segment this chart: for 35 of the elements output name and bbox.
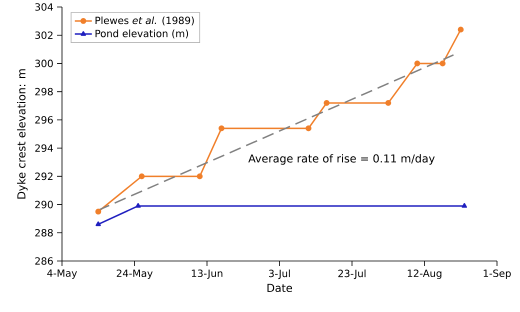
y-axis-title: Dyke crest elevation: m <box>17 69 28 199</box>
point <box>458 26 464 33</box>
x-tick-label: 23-Jul <box>338 269 366 280</box>
point <box>218 125 224 132</box>
y-tick-label: 286 <box>35 257 53 265</box>
x-tick-label: 13-Jun <box>192 269 222 279</box>
point <box>385 100 392 106</box>
point <box>96 221 101 226</box>
annotation: Average rate of rise = 0.11 m/day <box>248 154 435 165</box>
point <box>462 203 468 208</box>
x-tick-label: 1-Sep <box>484 269 511 279</box>
point <box>414 60 420 66</box>
x-tick-label: 4-May <box>47 270 77 279</box>
x-tick-label: 12-Aug <box>408 269 442 279</box>
point <box>135 203 141 208</box>
point <box>306 125 312 132</box>
point <box>95 208 102 215</box>
point <box>324 100 330 106</box>
x-tick-label: 24-May <box>116 269 153 279</box>
y-tick-label: 304 <box>35 3 53 11</box>
y-tick-label: 298 <box>35 88 53 96</box>
y-tick-label: 296 <box>35 116 53 124</box>
y-tick-label: 300 <box>35 60 53 68</box>
y-tick-label: 292 <box>35 172 52 180</box>
legend-label: Plewes et al. (1989) <box>96 16 194 26</box>
x-tick-label: 3-Jul <box>269 269 290 280</box>
x-axis-title: Date <box>267 284 292 292</box>
point <box>196 173 203 180</box>
y-tick-label: 294 <box>35 144 53 152</box>
y-tick-label: 302 <box>35 31 52 39</box>
point <box>440 60 446 66</box>
y-tick-label: 288 <box>35 229 53 237</box>
point <box>138 173 145 180</box>
y-tick-label: 290 <box>35 200 53 208</box>
legend-label: Pond elevation (m) <box>96 30 188 38</box>
